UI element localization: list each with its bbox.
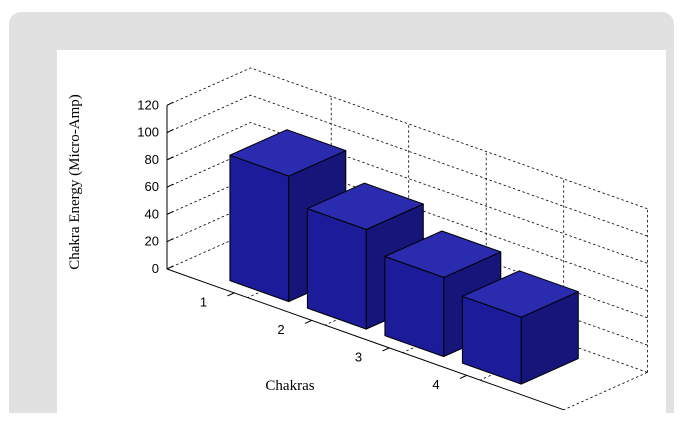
x-tick-mark [382,347,390,352]
y-tick-mark-80 [166,156,174,161]
bar-top-face [306,182,424,230]
y-tick-label: 0 [152,261,159,276]
gridline-y-80 [166,122,648,264]
gridline-y-120 [166,67,648,210]
bar-top-face [229,129,347,177]
axis-layer [166,101,564,411]
y-tick-mark-60 [166,183,174,188]
gridline-y-100 [166,94,648,237]
chakra-energy-chart: 0 20 40 60 80 100 120 1 2 3 4 Chakra Energy (Micro-… [67,67,648,411]
x-tick-mark [304,319,312,324]
y-tick-label: 60 [145,179,159,194]
x-tick-label: 3 [355,350,362,365]
label-layer: 0 20 40 60 80 100 120 1 2 3 4 Chakra Energy (Micro-… [67,94,440,394]
y-tick-label: 40 [145,206,159,221]
x-axis-label: Chakras [265,378,314,394]
bar-top-face [461,270,579,318]
bar-4 [461,270,579,385]
y-tick-label: 120 [137,97,159,112]
x-tick-label: 1 [200,295,207,310]
bar-layer [229,129,579,385]
wall-edge-1 [563,372,648,411]
y-tick-mark-20 [166,238,174,243]
y-tick-mark-120 [166,101,174,106]
y-axis-label: Chakra Energy (Micro-Amp) [67,94,83,270]
y-tick-mark-100 [166,129,174,134]
x-tick-label: 2 [277,322,284,337]
x-tick-mark [227,292,235,297]
bar-front-face [229,154,290,303]
y-tick-mark-0 [166,265,174,270]
x-tick-label: 4 [432,377,439,392]
x-axis-line [166,268,564,411]
y-tick-label: 20 [145,234,159,249]
bar-top-face [384,230,502,278]
x-tick-mark [459,374,467,379]
y-tick-label: 100 [137,125,159,140]
y-tick-label: 80 [145,152,159,167]
y-tick-mark-40 [166,210,174,215]
